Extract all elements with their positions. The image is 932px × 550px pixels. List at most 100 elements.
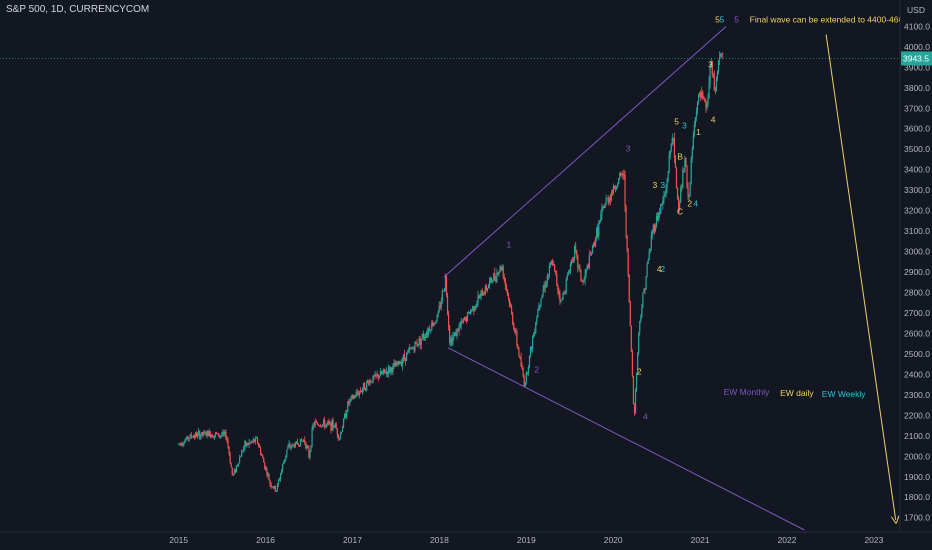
x-tick-label: 2019 xyxy=(517,535,536,545)
candle-body xyxy=(241,450,243,457)
candle-body xyxy=(508,298,511,307)
candle-body xyxy=(412,348,414,349)
candle-body xyxy=(295,441,297,443)
candle-body xyxy=(360,391,363,393)
candle-body xyxy=(281,469,283,475)
candle-body xyxy=(681,188,683,190)
candle-body xyxy=(254,438,256,443)
time-axis[interactable]: 2015 2016 2017 2018 2019 2020 2021 2022 2023 xyxy=(0,531,932,545)
candle-body xyxy=(548,265,551,276)
candle-body xyxy=(648,251,650,261)
candle-body xyxy=(684,158,686,172)
candle-body xyxy=(472,306,474,310)
candle-body xyxy=(354,396,356,397)
candle-body xyxy=(662,200,664,204)
candle-body xyxy=(659,212,661,214)
candle-body xyxy=(565,278,567,293)
candle-body xyxy=(455,332,457,337)
y-tick-label: 3200.0 xyxy=(904,206,930,216)
candle-body xyxy=(564,292,566,294)
candle-body xyxy=(324,419,326,428)
candle-body xyxy=(310,446,312,451)
candle-body xyxy=(519,356,521,358)
candle-body xyxy=(287,446,289,450)
trendline[interactable] xyxy=(443,26,727,278)
candle-body xyxy=(390,367,392,372)
candle-body xyxy=(386,371,388,374)
candle-body xyxy=(630,325,632,352)
candle-body xyxy=(670,143,672,151)
candle-body xyxy=(521,366,523,369)
candle-body xyxy=(235,465,238,472)
candle-body xyxy=(393,362,395,366)
candle-body xyxy=(183,442,185,445)
candle-body xyxy=(646,263,648,277)
candle-body xyxy=(694,117,697,125)
candle-body xyxy=(431,322,433,331)
candle-body xyxy=(382,368,385,373)
candle-body xyxy=(195,433,198,437)
candle-body xyxy=(722,53,724,55)
candle-body xyxy=(305,442,307,449)
candle-body xyxy=(202,432,204,435)
candle-body xyxy=(270,484,272,487)
drawn-trendlines[interactable] xyxy=(443,26,896,531)
candle-body xyxy=(211,434,213,438)
candle-body xyxy=(473,306,475,311)
candle-body xyxy=(415,341,417,344)
candle-body xyxy=(251,441,253,443)
x-tick-label: 2020 xyxy=(604,535,623,545)
candle-body xyxy=(188,438,190,440)
candle-body xyxy=(353,396,355,399)
candle-body xyxy=(225,431,227,439)
candle-body xyxy=(399,362,401,364)
candle-body xyxy=(212,437,214,439)
candle-body xyxy=(479,295,481,299)
candle-body xyxy=(425,332,428,338)
candle-body xyxy=(414,341,416,351)
candle-body xyxy=(561,298,563,301)
trendline[interactable] xyxy=(447,347,805,531)
candle-body xyxy=(589,254,591,256)
candle-body xyxy=(347,401,349,412)
candle-body xyxy=(543,285,545,290)
candle-body xyxy=(439,306,441,308)
candle-body xyxy=(566,275,568,279)
candle-body xyxy=(547,275,549,277)
candlestick-series xyxy=(178,51,724,493)
candle-body xyxy=(685,158,687,167)
candle-body xyxy=(327,421,329,424)
candle-body xyxy=(326,423,328,425)
candle-body xyxy=(196,433,199,437)
candle-body xyxy=(605,198,607,204)
candle-body xyxy=(514,329,516,333)
candle-body xyxy=(234,469,237,472)
y-tick-label: 2300.0 xyxy=(904,390,930,400)
candle-body xyxy=(396,362,398,365)
candle-body xyxy=(248,442,250,445)
candle-body xyxy=(520,357,522,367)
candle-body xyxy=(430,330,432,332)
candle-body xyxy=(632,375,635,405)
y-tick-label: 2800.0 xyxy=(904,288,930,298)
candle-body xyxy=(563,292,565,294)
candle-body xyxy=(640,317,642,321)
candle-body xyxy=(485,286,488,290)
y-tick-label: 4000.0 xyxy=(904,42,930,52)
candle-body xyxy=(692,135,694,150)
candle-body xyxy=(567,273,569,276)
candle-body xyxy=(189,434,191,439)
trendline[interactable] xyxy=(825,34,896,520)
y-tick-label: 3700.0 xyxy=(904,103,930,113)
candle-body xyxy=(539,304,541,306)
candle-body xyxy=(311,428,313,447)
candle-body xyxy=(417,343,419,346)
candle-body xyxy=(228,446,230,454)
candle-body xyxy=(453,334,455,337)
candle-body xyxy=(368,382,370,385)
candle-body xyxy=(350,397,352,400)
wave-label: 1 xyxy=(507,239,512,249)
candle-body xyxy=(178,443,180,445)
